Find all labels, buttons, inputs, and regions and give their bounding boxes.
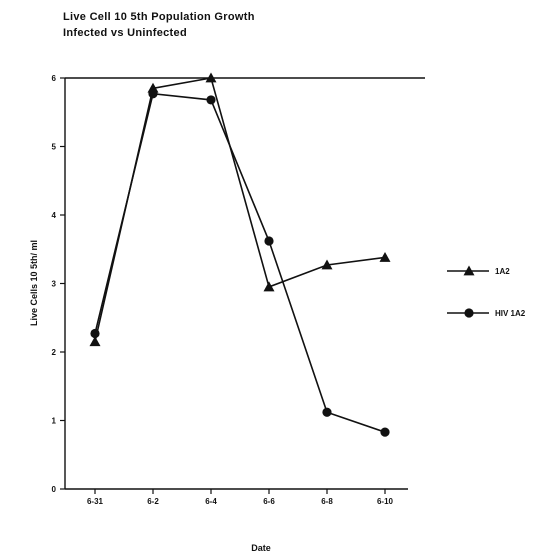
data-point xyxy=(380,427,390,437)
x-tick-label: 6-8 xyxy=(321,497,333,506)
legend-marker xyxy=(463,265,475,276)
legend-item: 1A2 xyxy=(447,265,510,276)
legend-label: 1A2 xyxy=(495,267,510,276)
data-point xyxy=(322,407,332,417)
x-tick-label: 6-6 xyxy=(263,497,275,506)
x-tick-label: 6-10 xyxy=(377,497,394,506)
y-tick-label: 0 xyxy=(52,485,57,494)
data-point xyxy=(264,236,274,246)
data-point xyxy=(379,251,391,262)
y-axis-ticks: 0 1 2 3 4 5 6 xyxy=(52,74,65,494)
data-point xyxy=(205,72,217,83)
y-axis-label: Live Cells 10 5th/ ml xyxy=(29,240,39,326)
chart-title: Live Cell 10 5th Population Growth Infec… xyxy=(63,11,255,39)
chart-title-line-1: Live Cell 10 5th Population Growth xyxy=(63,11,255,23)
y-tick-label: 5 xyxy=(52,143,57,152)
x-axis-ticks: 6-31 6-2 6-4 6-6 6-8 6-10 xyxy=(87,489,394,506)
legend-label: HIV 1A2 xyxy=(495,309,526,318)
y-tick-label: 4 xyxy=(52,211,57,220)
legend-marker xyxy=(464,308,474,318)
x-tick-label: 6-2 xyxy=(147,497,159,506)
y-tick-label: 6 xyxy=(52,74,57,83)
x-axis-label: Date xyxy=(251,543,271,553)
x-tick-label: 6-4 xyxy=(205,497,217,506)
x-tick-label: 6-31 xyxy=(87,497,104,506)
data-point xyxy=(148,89,158,99)
data-point xyxy=(321,259,333,270)
chart-title-line-2: Infected vs Uninfected xyxy=(63,27,187,39)
data-point xyxy=(206,95,216,105)
y-tick-label: 2 xyxy=(52,348,57,357)
series-line xyxy=(94,77,386,342)
legend: 1A2 HIV 1A2 xyxy=(447,265,526,318)
data-point xyxy=(263,281,275,292)
y-tick-label: 3 xyxy=(52,280,57,289)
series-line xyxy=(94,92,386,433)
y-tick-label: 1 xyxy=(52,417,57,426)
legend-item: HIV 1A2 xyxy=(447,308,526,318)
data-point xyxy=(89,336,101,347)
series-triangle xyxy=(89,72,391,347)
data-point xyxy=(90,328,100,339)
series-circle xyxy=(90,89,390,437)
series-layer xyxy=(89,72,391,437)
